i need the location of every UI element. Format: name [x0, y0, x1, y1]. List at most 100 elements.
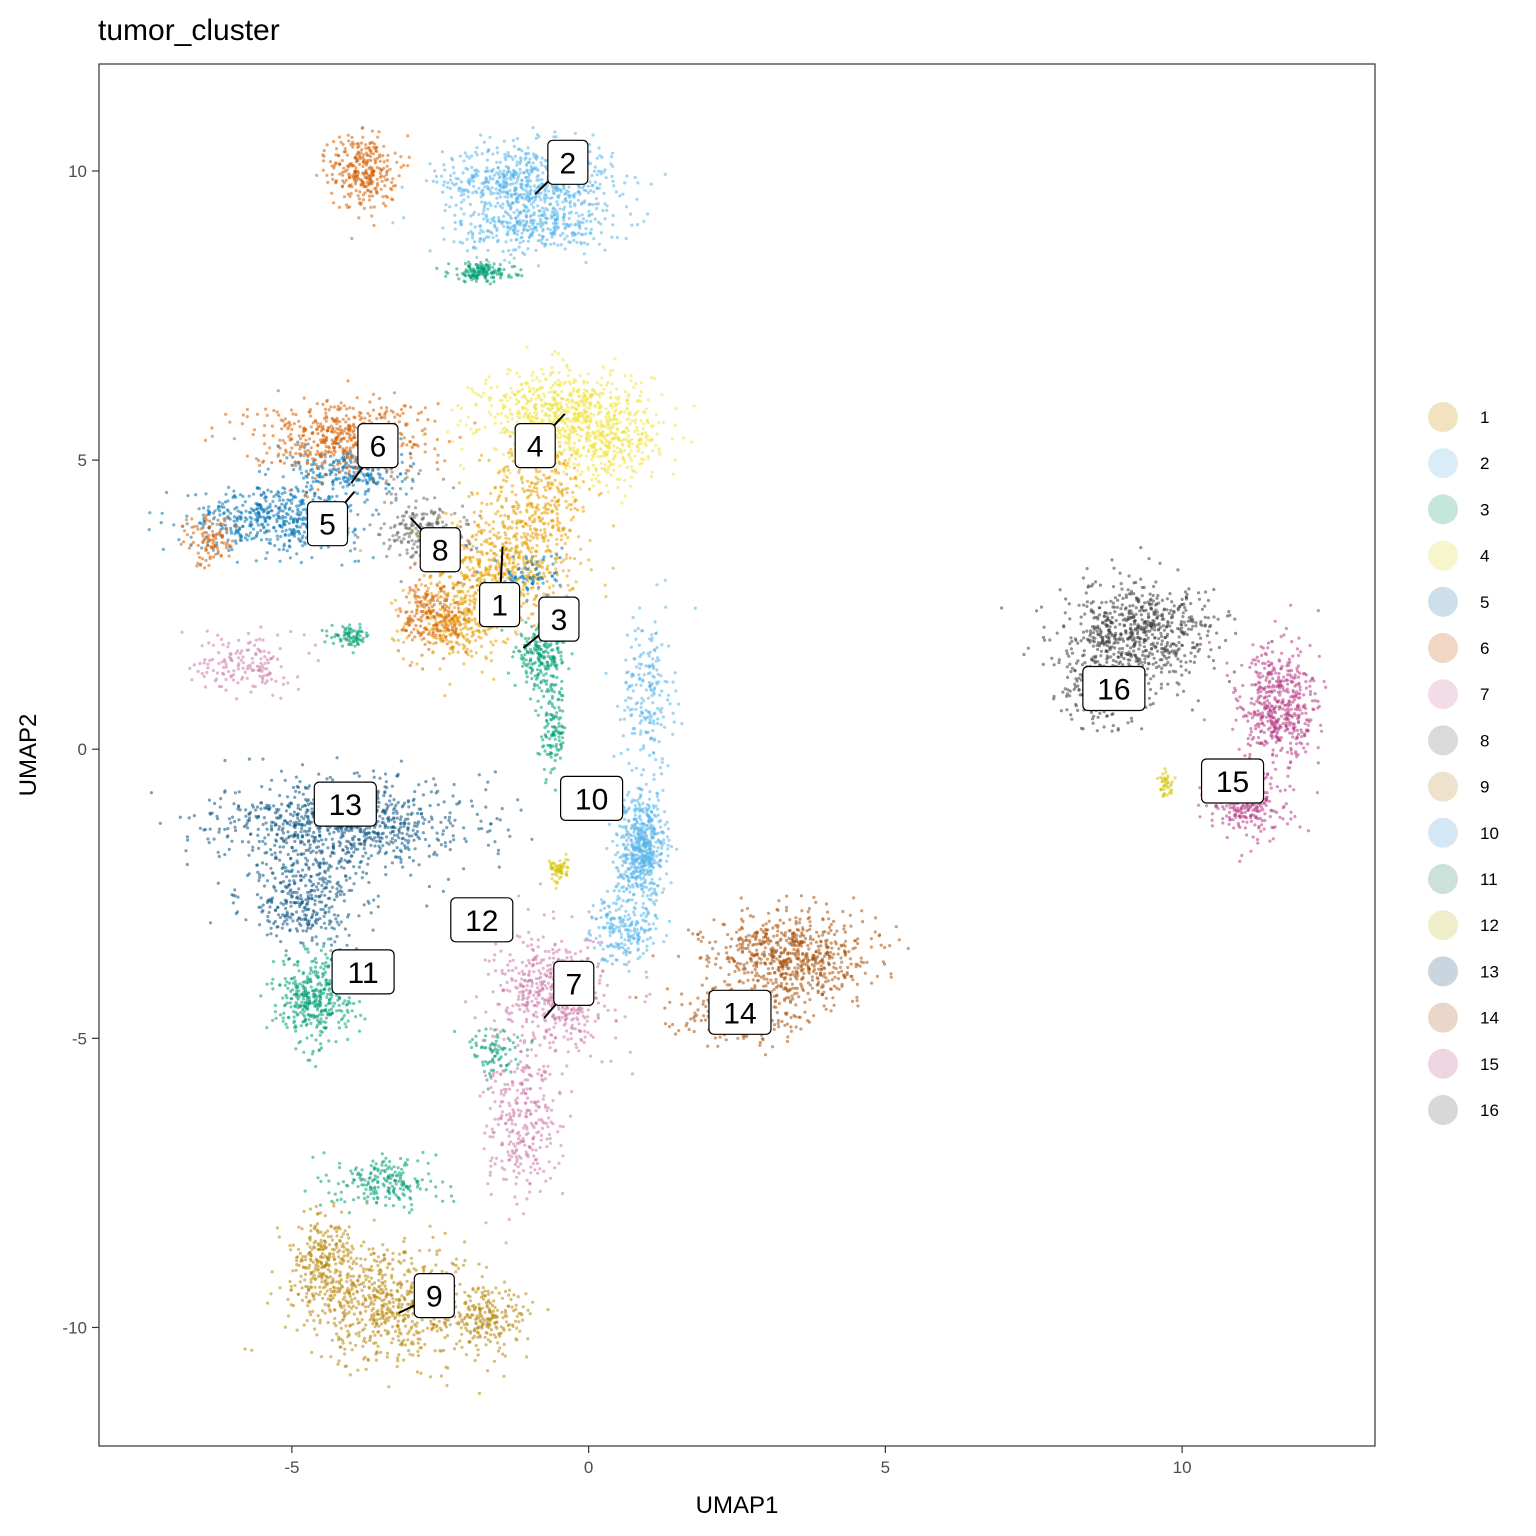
data-point — [536, 576, 540, 580]
data-point — [690, 440, 694, 444]
data-point — [220, 502, 224, 506]
data-point — [515, 160, 519, 164]
data-point — [474, 246, 478, 250]
data-point — [489, 203, 493, 208]
data-point — [537, 686, 542, 690]
data-point — [660, 846, 664, 851]
data-point — [496, 172, 501, 176]
data-point — [527, 151, 531, 156]
data-point — [473, 617, 477, 621]
data-point — [438, 608, 442, 612]
data-point — [396, 638, 400, 643]
data-point — [669, 881, 673, 885]
data-point — [571, 587, 575, 591]
data-point — [461, 601, 465, 606]
data-point — [533, 482, 537, 486]
data-point — [625, 633, 630, 637]
data-point — [515, 237, 519, 242]
data-point — [535, 133, 540, 137]
data-point — [634, 683, 638, 687]
data-point — [482, 391, 486, 395]
data-point — [579, 232, 584, 236]
data-point — [465, 632, 469, 637]
data-point — [619, 410, 624, 414]
data-point — [610, 174, 614, 179]
data-point — [533, 633, 537, 637]
data-point — [521, 588, 525, 592]
data-point — [539, 647, 543, 652]
data-point — [470, 612, 474, 616]
data-point — [495, 160, 499, 164]
data-point — [566, 405, 570, 410]
data-point — [363, 492, 367, 496]
data-point — [639, 419, 643, 423]
data-point — [399, 437, 403, 441]
series-1-points — [358, 434, 616, 698]
data-point — [491, 152, 495, 156]
data-point — [510, 453, 514, 458]
data-point — [570, 477, 574, 481]
data-point — [444, 511, 448, 515]
data-point — [503, 195, 507, 199]
data-point — [475, 273, 480, 278]
data-point — [493, 559, 498, 563]
data-point — [580, 399, 585, 403]
data-point — [533, 512, 537, 516]
data-point — [496, 201, 500, 205]
data-point — [578, 472, 582, 477]
data-point — [611, 417, 615, 421]
data-point — [640, 711, 644, 715]
data-point — [573, 223, 577, 227]
data-point — [514, 565, 518, 569]
data-point — [479, 509, 483, 513]
data-point — [364, 489, 368, 493]
data-point — [513, 551, 518, 555]
data-point — [610, 235, 614, 239]
data-point — [644, 444, 648, 448]
data-point — [600, 376, 604, 380]
data-point — [558, 444, 562, 448]
data-point — [515, 632, 519, 636]
data-point — [357, 629, 361, 633]
data-point — [554, 471, 559, 475]
data-point — [510, 484, 514, 488]
data-point — [575, 508, 580, 512]
data-point — [475, 558, 479, 562]
data-point — [567, 457, 572, 461]
data-point — [558, 450, 562, 454]
data-point — [467, 156, 471, 160]
data-point — [462, 467, 466, 471]
data-point — [400, 185, 404, 189]
data-point — [244, 509, 248, 513]
data-point — [501, 452, 505, 457]
data-point — [539, 662, 543, 666]
data-point — [482, 217, 486, 221]
data-point — [265, 537, 269, 541]
data-point — [567, 667, 571, 671]
data-point — [638, 714, 642, 718]
data-point — [288, 527, 292, 532]
data-point — [603, 466, 607, 470]
data-point — [572, 446, 576, 450]
data-point — [596, 412, 600, 416]
data-point — [635, 425, 639, 430]
data-point — [604, 454, 608, 458]
data-point — [539, 519, 543, 523]
data-point — [493, 220, 497, 224]
data-point — [587, 209, 591, 213]
data-point — [611, 179, 615, 183]
data-point — [590, 184, 594, 188]
data-point — [489, 192, 493, 196]
data-point — [603, 450, 608, 454]
data-point — [526, 183, 530, 187]
data-point — [389, 474, 393, 479]
data-point — [547, 482, 552, 486]
data-point — [525, 598, 529, 603]
data-point — [489, 548, 493, 553]
data-point — [618, 718, 623, 722]
data-point — [533, 198, 537, 202]
data-point — [565, 463, 569, 468]
data-point — [507, 537, 511, 541]
data-point — [488, 230, 493, 234]
data-point — [662, 838, 666, 842]
